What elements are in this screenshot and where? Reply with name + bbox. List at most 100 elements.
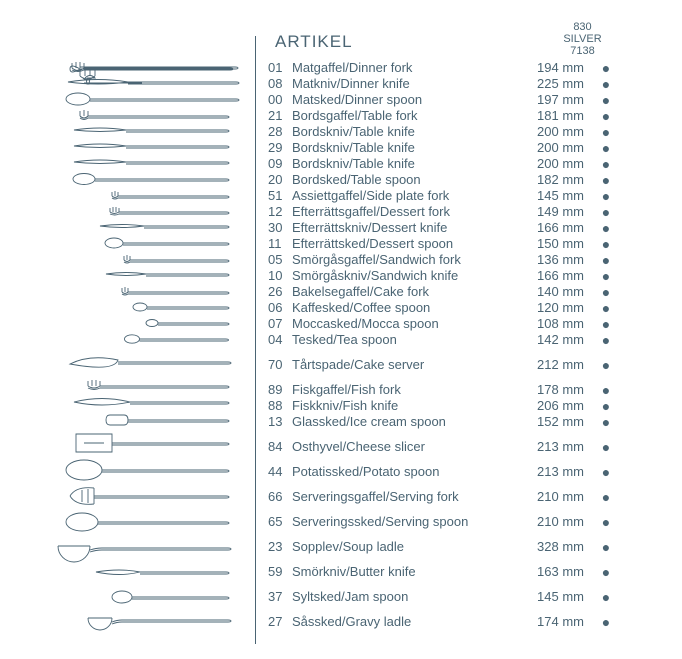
article-size: 174 mm: [522, 614, 584, 630]
article-name: Syltsked/Jam spoon: [292, 589, 522, 605]
article-size: 212 mm: [522, 357, 584, 373]
availability-dot: ●: [584, 614, 628, 630]
article-list: 01Matgaffel/Dinner fork194 mm●08Matkniv/…: [268, 60, 628, 630]
availability-dot: ●: [584, 124, 628, 140]
article-code: 20: [268, 172, 292, 188]
article-code: 88: [268, 398, 292, 414]
availability-dot: ●: [584, 108, 628, 124]
article-row: 59Smörkniv/Butter knife163 mm●: [268, 564, 628, 580]
article-name: Bordskniv/Table knife: [292, 124, 522, 140]
article-size: 206 mm: [522, 398, 584, 414]
group-spacer: [268, 580, 628, 589]
availability-dot: ●: [584, 140, 628, 156]
group-spacer: [268, 348, 628, 357]
article-code: 28: [268, 124, 292, 140]
availability-dot: ●: [584, 489, 628, 505]
article-code: 21: [268, 108, 292, 124]
article-name: Bakelsegaffel/Cake fork: [292, 284, 522, 300]
column-header-line1: 830: [555, 21, 610, 33]
article-name: Matsked/Dinner spoon: [292, 92, 522, 108]
availability-dot: ●: [584, 589, 628, 605]
article-row: 30Efterrättskniv/Dessert knife166 mm●: [268, 220, 628, 236]
availability-dot: ●: [584, 284, 628, 300]
article-code: 13: [268, 414, 292, 430]
article-name: Smörkniv/Butter knife: [292, 564, 522, 580]
article-code: 37: [268, 589, 292, 605]
availability-dot: ●: [584, 357, 628, 373]
article-row: 51Assiettgaffel/Side plate fork145 mm●: [268, 188, 628, 204]
article-code: 27: [268, 614, 292, 630]
article-row: 37Syltsked/Jam spoon145 mm●: [268, 589, 628, 605]
article-name: Assiettgaffel/Side plate fork: [292, 188, 522, 204]
article-row: 44Potatissked/Potato spoon213 mm●: [268, 464, 628, 480]
availability-dot: ●: [584, 252, 628, 268]
article-size: 140 mm: [522, 284, 584, 300]
article-row: 09Bordskniv/Table knife200 mm●: [268, 156, 628, 172]
availability-dot: ●: [584, 398, 628, 414]
article-row: 04Tesked/Tea spoon142 mm●: [268, 332, 628, 348]
article-name: Tesked/Tea spoon: [292, 332, 522, 348]
availability-dot: ●: [584, 414, 628, 430]
article-name: Efterrättsgaffel/Dessert fork: [292, 204, 522, 220]
article-name: Smörgåsgaffel/Sandwich fork: [292, 252, 522, 268]
availability-dot: ●: [584, 268, 628, 284]
group-spacer: [268, 555, 628, 564]
article-code: 00: [268, 92, 292, 108]
article-code: 10: [268, 268, 292, 284]
availability-dot: ●: [584, 464, 628, 480]
article-size: 145 mm: [522, 188, 584, 204]
article-name: Potatissked/Potato spoon: [292, 464, 522, 480]
article-row: 01Matgaffel/Dinner fork194 mm●: [268, 60, 628, 76]
article-size: 200 mm: [522, 156, 584, 172]
article-size: 225 mm: [522, 76, 584, 92]
vertical-divider: [255, 36, 256, 644]
article-row: 28Bordskniv/Table knife200 mm●: [268, 124, 628, 140]
article-row: 26Bakelsegaffel/Cake fork140 mm●: [268, 284, 628, 300]
article-name: Bordsgaffel/Table fork: [292, 108, 522, 124]
article-code: 89: [268, 382, 292, 398]
article-code: 29: [268, 140, 292, 156]
article-code: 11: [268, 236, 292, 252]
article-name: Smörgåskniv/Sandwich knife: [292, 268, 522, 284]
article-row: 89Fiskgaffel/Fish fork178 mm●: [268, 382, 628, 398]
article-row: 66Serveringsgaffel/Serving fork210 mm●: [268, 489, 628, 505]
article-size: 166 mm: [522, 220, 584, 236]
group-spacer: [268, 373, 628, 382]
catalog-page: ARTIKEL 830 SILVER 7138 01Matgaffel/Dinn…: [0, 0, 682, 659]
availability-dot: ●: [584, 564, 628, 580]
article-code: 01: [268, 60, 292, 76]
article-code: 12: [268, 204, 292, 220]
article-row: 84Osthyvel/Cheese slicer213 mm●: [268, 439, 628, 455]
article-size: 163 mm: [522, 564, 584, 580]
article-code: 05: [268, 252, 292, 268]
article-size: 145 mm: [522, 589, 584, 605]
availability-dot: ●: [584, 60, 628, 76]
article-name: Efterrättskniv/Dessert knife: [292, 220, 522, 236]
article-row: 06Kaffesked/Coffee spoon120 mm●: [268, 300, 628, 316]
article-code: 51: [268, 188, 292, 204]
availability-dot: ●: [584, 332, 628, 348]
article-code: 07: [268, 316, 292, 332]
availability-dot: ●: [584, 539, 628, 555]
article-size: 136 mm: [522, 252, 584, 268]
article-name: Serveringssked/Serving spoon: [292, 514, 522, 530]
article-name: Bordsked/Table spoon: [292, 172, 522, 188]
article-name: Bordskniv/Table knife: [292, 140, 522, 156]
article-size: 152 mm: [522, 414, 584, 430]
article-name: Sopplev/Soup ladle: [292, 539, 522, 555]
article-size: 210 mm: [522, 489, 584, 505]
article-name: Kaffesked/Coffee spoon: [292, 300, 522, 316]
article-size: 197 mm: [522, 92, 584, 108]
availability-dot: ●: [584, 220, 628, 236]
article-code: 70: [268, 357, 292, 373]
article-code: 65: [268, 514, 292, 530]
article-name: Fiskgaffel/Fish fork: [292, 382, 522, 398]
header-title: ARTIKEL: [275, 32, 353, 52]
article-name: Matgaffel/Dinner fork: [292, 60, 522, 76]
article-name: Bordskniv/Table knife: [292, 156, 522, 172]
article-size: 200 mm: [522, 124, 584, 140]
article-size: 149 mm: [522, 204, 584, 220]
group-spacer: [268, 480, 628, 489]
article-row: 00Matsked/Dinner spoon197 mm●: [268, 92, 628, 108]
article-size: 213 mm: [522, 464, 584, 480]
